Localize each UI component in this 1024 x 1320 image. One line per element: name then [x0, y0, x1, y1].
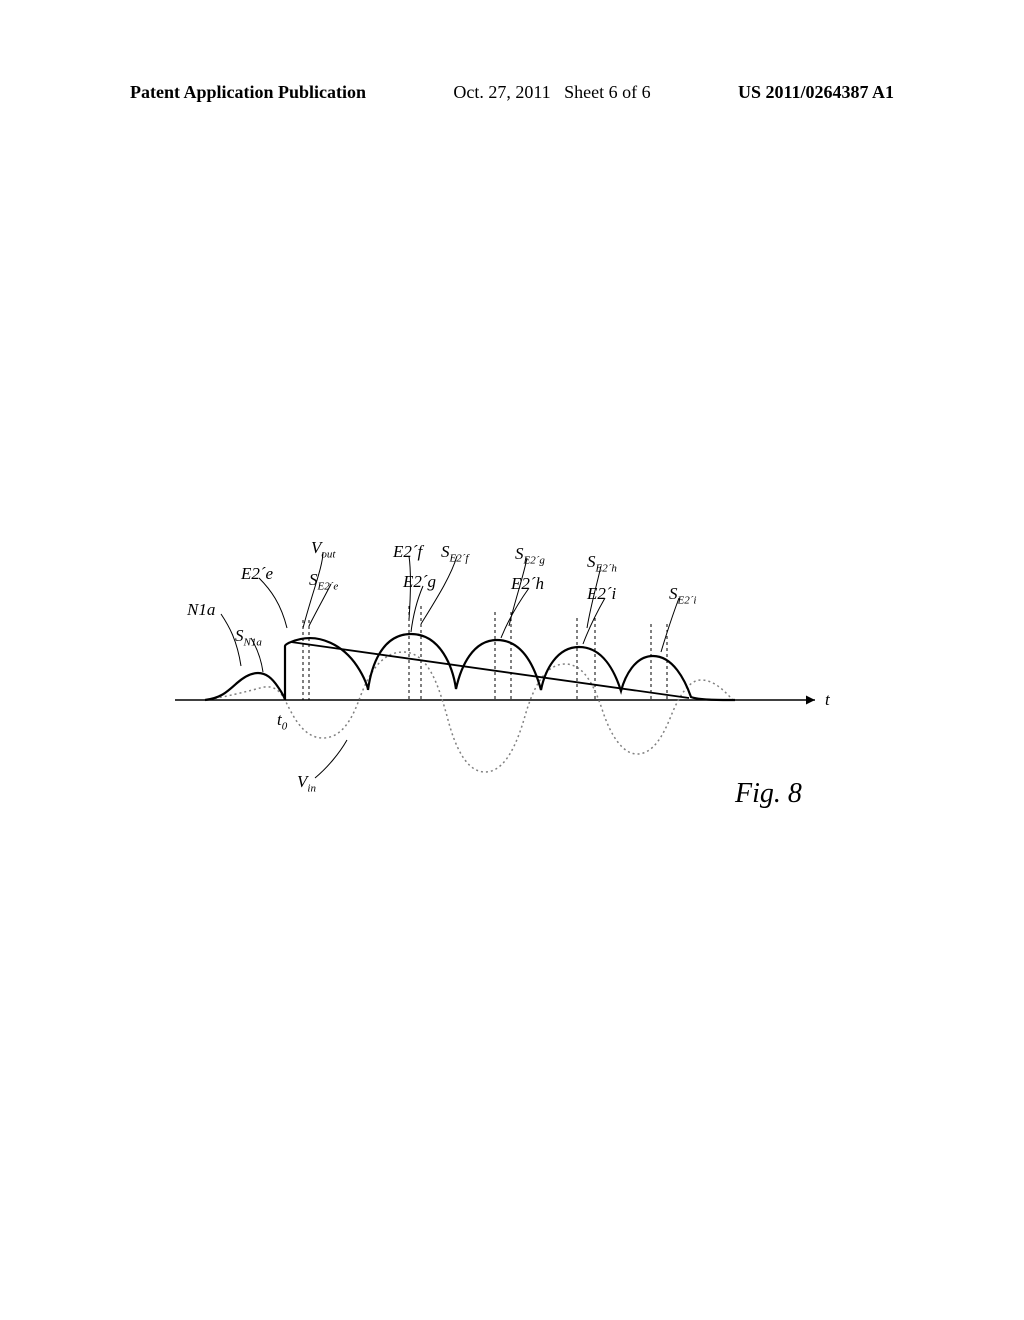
chart-label: SE2´e — [309, 570, 338, 592]
chart-label: SE2´g — [515, 544, 545, 566]
chart-label: t0 — [277, 710, 287, 732]
chart-label: N1a — [187, 600, 215, 620]
chart-label: SE2´f — [441, 542, 468, 564]
chart-label: E2´i — [587, 584, 616, 604]
chart-label: t — [825, 690, 830, 710]
chart-label: Vout — [311, 538, 335, 560]
chart-label: E2´f — [393, 542, 422, 562]
chart-label: SE2´i — [669, 584, 696, 606]
chart-label: E2´g — [403, 572, 436, 592]
chart-label: E2´e — [241, 564, 273, 584]
chart-label: SE2´h — [587, 552, 617, 574]
chart-label: E2´h — [511, 574, 544, 594]
chart-label: Vin — [297, 772, 316, 794]
sheet-number: Sheet 6 of 6 — [564, 82, 650, 102]
figure-caption: Fig. 8 — [735, 778, 802, 810]
publication-date: Oct. 27, 2011 — [453, 82, 550, 102]
page-header: Patent Application Publication Oct. 27, … — [0, 82, 1024, 103]
chart-label: SN1a — [235, 626, 262, 648]
publication-type: Patent Application Publication — [130, 82, 366, 103]
figure-8: Vout E2´e E2´f SE2´e SE2´fE2´g SE2´g E2´h SE2´h… — [175, 540, 855, 820]
publication-number: US 2011/0264387 A1 — [738, 82, 894, 103]
